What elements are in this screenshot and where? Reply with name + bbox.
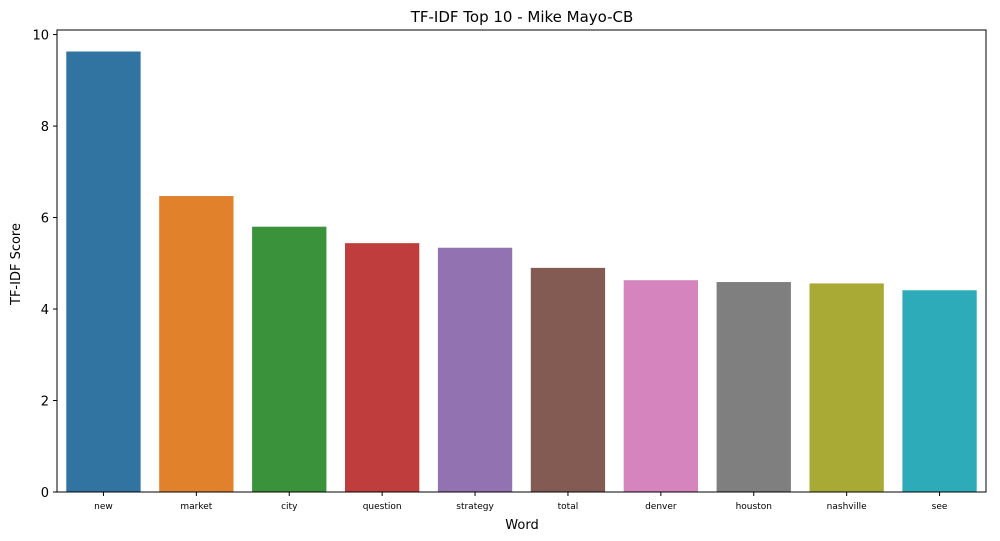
bar-total — [530, 267, 606, 492]
x-axis: new market city question strategy total denver… — [94, 492, 948, 512]
bar-question — [344, 243, 420, 492]
bar-market — [159, 196, 234, 493]
x-tick-label: denver — [645, 502, 677, 512]
bars-group — [66, 51, 977, 493]
plot-frame — [56, 29, 987, 493]
bar-houston — [716, 282, 791, 492]
x-axis-label: Word — [505, 518, 538, 533]
bar-city — [252, 226, 327, 493]
x-tick-label: total — [558, 502, 579, 512]
y-tick-label: 8 — [41, 120, 49, 135]
x-tick-label: city — [281, 502, 298, 512]
x-tick-label: market — [180, 502, 212, 512]
x-tick-label: strategy — [456, 502, 494, 512]
y-tick-label: 0 — [41, 486, 49, 501]
y-tick-label: 10 — [32, 29, 49, 44]
x-tick-label: nashville — [827, 502, 867, 512]
x-tick-label: question — [363, 502, 402, 512]
bar-nashville — [809, 283, 884, 492]
x-tick-label: houston — [736, 502, 772, 512]
y-tick-label: 2 — [41, 395, 49, 410]
x-tick-label: new — [94, 502, 113, 512]
y-axis-label: TF-IDF Score — [9, 223, 24, 306]
chart-title: TF-IDF Top 10 - Mike Mayo-CB — [410, 8, 634, 26]
bar-denver — [623, 280, 699, 492]
bar-see — [902, 290, 977, 492]
bar-new — [66, 51, 141, 492]
y-tick-label: 6 — [41, 212, 49, 227]
y-tick-label: 4 — [41, 303, 49, 318]
bar-strategy — [437, 247, 513, 492]
x-tick-label: see — [932, 502, 948, 512]
y-axis: 0 2 4 6 8 10 — [32, 29, 57, 501]
